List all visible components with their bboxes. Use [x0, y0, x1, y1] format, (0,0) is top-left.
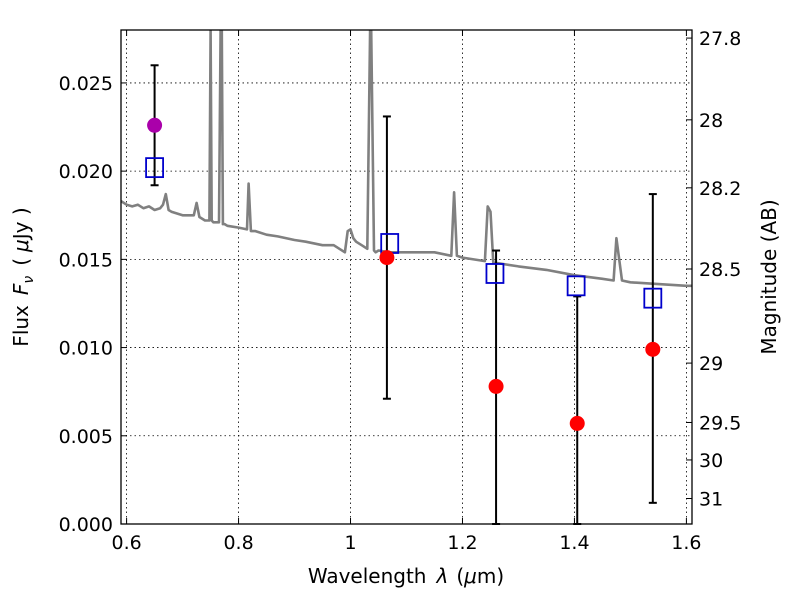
observed-point — [147, 117, 163, 133]
magnitude-tick-label: 31 — [699, 488, 723, 510]
x-tick-label: 1.6 — [671, 532, 701, 554]
observed-point — [645, 341, 661, 357]
x-tick-label: 0.8 — [223, 532, 253, 554]
magnitude-tick-label: 27.8 — [699, 28, 741, 50]
plot-area — [121, 30, 692, 288]
observed-point — [569, 415, 585, 431]
model-photometry-square — [485, 263, 505, 284]
observed-photometry-markers — [147, 117, 661, 431]
magnitude-tick-label: 29 — [699, 353, 723, 375]
magnitude-axis: 27.8 28 28.2 28.5 29 29.5 30 31 — [686, 28, 741, 510]
x-tick-label: 1.4 — [559, 532, 589, 554]
y-tick-label: 0.000 — [59, 514, 113, 536]
observed-point — [488, 378, 504, 394]
model-photometry-square — [145, 157, 164, 179]
model-spectrum — [121, 30, 692, 288]
magnitude-axis-label: Magnitude (AB) — [757, 199, 781, 354]
model-spectrum-line — [121, 30, 692, 288]
magnitude-tick-label: 28.5 — [699, 259, 741, 281]
x-axis: 0.6 0.8 1 1.2 1.4 1.6 — [111, 30, 702, 554]
x-axis-label: Wavelength λ (μm) — [308, 564, 504, 588]
model-photometry-square — [643, 287, 663, 309]
magnitude-tick-label: 28 — [699, 110, 723, 132]
y-tick-label: 0.010 — [59, 338, 113, 360]
x-tick-label: 1 — [344, 532, 356, 554]
y-axis-label: FluxFν(μJy ) — [9, 207, 37, 346]
observed-point — [379, 250, 395, 266]
x-tick-label: 0.6 — [111, 532, 141, 554]
magnitude-tick-label: 29.5 — [699, 412, 741, 434]
model-photometry-markers — [145, 157, 663, 309]
plot-frame — [120, 29, 693, 525]
y-axis: 0.000 0.005 0.010 0.015 0.020 0.025 — [59, 73, 127, 536]
model-photometry-square — [566, 275, 586, 297]
magnitude-tick-label: 30 — [699, 450, 723, 472]
y-tick-label: 0.025 — [59, 73, 113, 95]
y-tick-label: 0.005 — [59, 426, 113, 448]
y-tick-label: 0.020 — [59, 161, 113, 183]
magnitude-tick-label: 28.2 — [699, 178, 741, 200]
x-tick-label: 1.2 — [447, 532, 477, 554]
y-tick-label: 0.015 — [59, 249, 113, 271]
